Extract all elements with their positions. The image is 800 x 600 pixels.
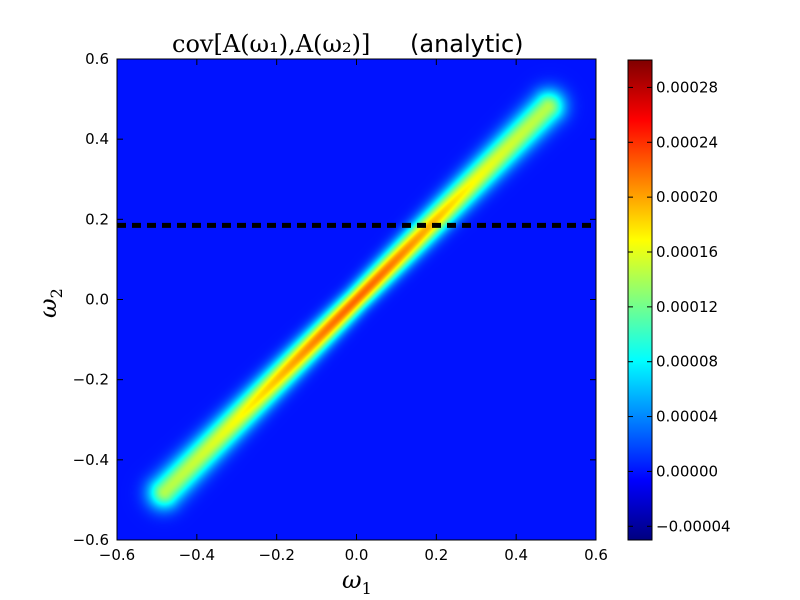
title-text: (analytic) xyxy=(410,30,524,58)
y-axis-label: ω2 xyxy=(34,288,66,318)
x-tick-label: 0.6 xyxy=(584,546,608,564)
colorbar-tick-label: −0.00004 xyxy=(656,517,731,535)
x-tick-label: 0.2 xyxy=(424,546,448,564)
colorbar-tick-label: 0.00024 xyxy=(656,133,718,151)
colorbar-tick-label: 0.00016 xyxy=(656,243,718,261)
x-axis-label: ω1 xyxy=(342,566,372,598)
colorbar-tick-label: 0.00028 xyxy=(656,78,718,96)
x-tick-label: 0.4 xyxy=(504,546,528,564)
plot-area: −0.6 −0.4 −0.2 0.0 0.2 0.4 0.6 −0.6 −0.4 −0.2 0.0 0… xyxy=(73,50,608,564)
x-tick-label: −0.4 xyxy=(179,546,215,564)
chart-title: cov[A(ω₁),A(ω₂)] (analytic) xyxy=(172,30,524,58)
y-tick-label: −0.4 xyxy=(73,451,109,469)
x-tick-label: −0.2 xyxy=(258,546,294,564)
y-tick-label: 0.2 xyxy=(85,210,109,228)
y-tick-label: −0.2 xyxy=(73,371,109,389)
colorbar-gradient xyxy=(627,59,653,541)
y-axis-label-subscript: 2 xyxy=(47,288,66,298)
y-tick-label: 0.4 xyxy=(85,130,109,148)
y-tick-label: −0.6 xyxy=(73,531,109,549)
title-math: cov[A(ω₁),A(ω₂)] xyxy=(172,30,370,58)
svg-text:ω1: ω1 xyxy=(342,566,372,598)
x-axis-label-symbol: ω xyxy=(342,566,362,594)
colorbar-tick-label: 0.00012 xyxy=(656,298,718,316)
x-tick-label: 0.0 xyxy=(345,546,369,564)
colorbar-tick-label: 0.00020 xyxy=(656,188,718,206)
heatmap-image xyxy=(117,59,596,540)
y-tick-label: 0.6 xyxy=(85,50,109,68)
y-axis-label-symbol: ω xyxy=(34,298,62,318)
svg-text:ω2: ω2 xyxy=(34,288,66,318)
x-axis-label-subscript: 1 xyxy=(362,579,372,598)
colorbar: −0.00004 0.00000 0.00004 0.00008 0.00012 0.00… xyxy=(627,59,731,541)
colorbar-tick-label: 0.00004 xyxy=(656,408,718,426)
colorbar-tick-label: 0.00008 xyxy=(656,353,718,371)
x-tick-label: −0.6 xyxy=(99,546,135,564)
colorbar-tick-label: 0.00000 xyxy=(656,462,718,480)
y-tick-label: 0.0 xyxy=(85,291,109,309)
